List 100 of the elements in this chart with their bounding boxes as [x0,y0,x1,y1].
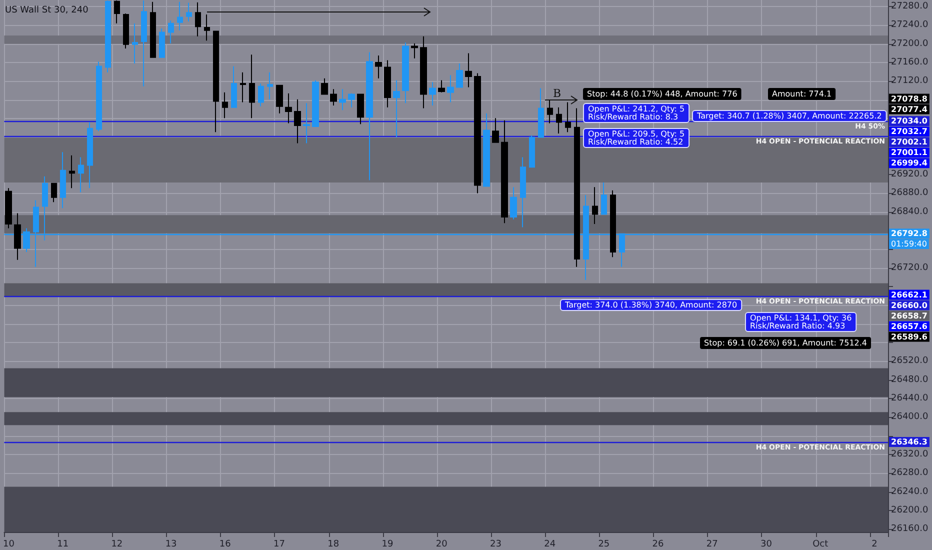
candlestick [556,106,562,134]
candlestick [195,2,201,37]
candlestick [339,88,346,111]
candlestick [348,92,355,108]
candlestick [186,2,192,22]
ref-line-label: 27002.1 [891,138,928,147]
candlestick [14,212,21,260]
text: 01:59:40 [891,240,927,248]
candlestick [420,36,427,109]
candlestick [240,72,246,103]
candlestick [529,134,535,168]
ref-line-label: 26792.8 [891,229,928,238]
candlestick [402,42,409,104]
y-tick-label: 26200.0 [891,506,928,516]
candlestick [366,52,373,181]
x-tick-label: Oct [812,540,829,550]
annotation: Stop: 69.1 (0.26%) 691, Amount: 7512.4 [704,338,868,348]
text: 27001.1 [891,148,928,158]
candlestick [465,52,472,88]
candlestick [384,60,391,108]
candlestick [456,62,463,88]
y-tick-label: 26280.0 [891,468,928,478]
candlestick [231,66,237,108]
y-tick-label: 27200.0 [891,38,928,49]
candlestick [574,108,580,268]
candlestick [285,92,292,124]
annotation: Open P&L: 241.2, Qty: 5 Risk/Reward Ratio: 8.3 [588,104,685,122]
text: US Wall St 30, 240 [5,6,89,16]
y-tick-label: 26920.0 [891,170,928,180]
candlestick [447,74,454,103]
y-tick-label: 26320.0 [891,450,928,460]
candlestick [204,14,210,42]
y-tick-label: 27280.0 [891,2,928,12]
candlestick [501,120,508,224]
ref-line-label: 26660.0 [891,300,928,310]
x-tick-label: 16 [219,540,232,550]
candlestick [222,92,228,119]
candlestick [610,190,616,258]
x-tick-label: 12 [111,540,123,550]
x-tick-label: 23 [490,540,502,550]
ref-line-label: 27034.0 [891,116,928,126]
candlestick [51,182,57,203]
x-tick-label: 27 [706,540,718,550]
candlestick [132,22,138,64]
candlestick [60,152,66,209]
candlestick [321,78,328,95]
candlestick [357,94,364,125]
candlestick [565,102,571,133]
candlestick [177,1,183,31]
x-tick-label: 30 [760,540,772,550]
text: 26658.7 [891,311,928,320]
candlestick [520,156,526,228]
ref-line-label: 26346.3 [891,438,928,447]
text: 26657.6 [891,322,928,331]
candlestick [69,154,75,189]
y-tick-label: 26520.0 [891,356,928,366]
candlestick [123,13,129,50]
text: 26662.1 [891,290,928,300]
candlestick [411,42,418,59]
y-tick-label: 26720.0 [891,262,928,273]
candlestick [483,112,490,187]
text: 27077.4 [891,104,928,114]
y-tick-label: 26160.0 [891,524,928,534]
x-tick-label: 26 [652,540,664,550]
text: 27032.7 [891,127,928,136]
y-tick-label: 27120.0 [891,76,928,86]
annotation: Amount: 774.1 [772,90,832,98]
annotation: Target: 374.0 (1.38%) 3740, Amount: 2870 [564,300,738,310]
x-tick-label: 18 [328,540,340,550]
candlestick [114,0,120,24]
candlestick [87,122,93,189]
candlestick [276,84,283,114]
candlestick [492,118,499,143]
annotation: Open P&L: 209.5, Qty: 5 Risk/Reward Ratio: 4.52 [588,130,685,146]
candlestick [330,88,337,106]
x-tick-label: 2 [872,540,878,550]
candlestick [213,30,219,133]
x-tick-label: 13 [165,540,177,550]
y-tick-label: 26880.0 [891,188,928,198]
candlestick [375,55,382,79]
y-tick-label: 27160.0 [891,58,928,68]
x-tick-label: 19 [382,540,394,550]
candlestick [267,72,273,100]
candlestick [141,0,147,87]
annotation: Target: 340.7 (1.28%) 3407, Amount: 22265.2 [696,112,882,120]
candlestick [592,186,598,224]
candlestick [303,102,310,144]
candlestick [538,88,544,138]
y-tick-label: 26240.0 [891,486,928,497]
candlestick [547,100,553,124]
candlestick [249,54,255,119]
annotation: Open P&L: 134.1, Qty: 36 Risk/Reward Ratio: 4.93 [750,314,852,330]
candlestick [474,72,481,194]
y-tick-label: 26400.0 [891,412,928,422]
candlestick [168,20,174,44]
x-tick-label: 11 [57,540,69,550]
candlestick [312,80,319,127]
x-tick-label: 17 [274,540,285,550]
text: 26999.4 [891,158,928,168]
candlestick [96,61,102,132]
